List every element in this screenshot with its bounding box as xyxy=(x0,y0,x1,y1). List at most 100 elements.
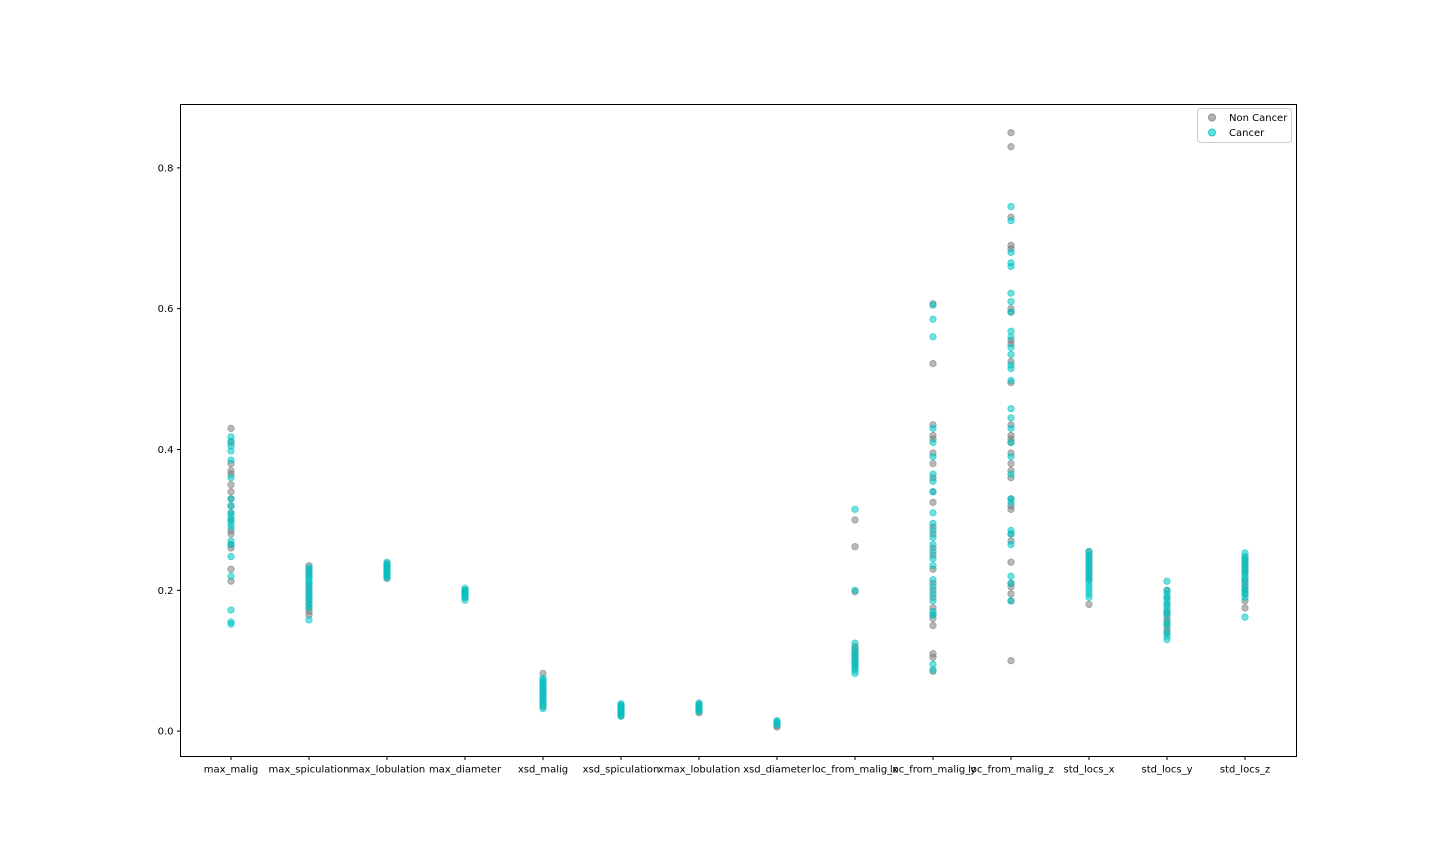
data-point xyxy=(929,498,937,506)
data-point xyxy=(929,452,937,461)
data-point xyxy=(929,477,937,485)
data-point xyxy=(929,488,937,496)
data-point xyxy=(1007,540,1015,549)
plot-frame xyxy=(180,104,1297,757)
data-point xyxy=(929,424,937,432)
data-point xyxy=(1163,611,1171,619)
x-tick-label: max_spiculation xyxy=(268,765,349,776)
data-point xyxy=(1007,308,1015,316)
x-tick-label: max_diameter xyxy=(429,765,502,776)
x-tick-label: loc_from_malig_y xyxy=(890,765,976,776)
data-point xyxy=(227,502,235,510)
data-point xyxy=(929,562,937,570)
data-point xyxy=(1007,376,1015,385)
legend-label-cancer: Cancer xyxy=(1229,128,1265,139)
data-point xyxy=(929,519,937,528)
data-point xyxy=(1007,129,1015,137)
data-point xyxy=(929,315,937,323)
data-point xyxy=(227,456,235,464)
points-layer xyxy=(227,129,1249,731)
data-point xyxy=(929,459,937,468)
data-point xyxy=(851,516,859,524)
data-point xyxy=(1163,621,1171,630)
data-point xyxy=(1007,364,1015,373)
legend-box xyxy=(1197,108,1292,143)
data-point xyxy=(305,604,313,612)
data-point xyxy=(1007,343,1015,352)
data-point xyxy=(1007,470,1015,478)
data-point xyxy=(929,583,937,591)
data-point xyxy=(1241,604,1249,612)
data-point xyxy=(227,424,235,432)
data-point xyxy=(851,586,859,594)
legend-label-non-cancer: Non Cancer xyxy=(1229,113,1288,124)
data-point xyxy=(461,596,469,604)
data-point xyxy=(1007,424,1015,432)
x-tick-label: max_malig xyxy=(204,765,259,776)
data-point xyxy=(383,574,391,582)
x-tick-label: xsd_diameter xyxy=(743,765,812,776)
series-non-cancer xyxy=(227,129,1249,731)
data-point xyxy=(929,548,937,556)
x-tick-label: loc_from_malig_x xyxy=(812,765,898,776)
data-point xyxy=(1007,505,1015,513)
y-tick-label: 0.0 xyxy=(158,727,174,738)
data-point xyxy=(227,530,235,538)
data-point xyxy=(1007,289,1015,297)
x-tick-label: xmax_lobulation xyxy=(658,765,740,776)
data-point xyxy=(851,505,859,513)
x-tick-label: xsd_spiculation xyxy=(583,765,660,776)
data-point xyxy=(227,552,235,561)
data-point xyxy=(227,495,235,503)
data-point xyxy=(1007,579,1015,587)
data-point xyxy=(929,470,937,478)
data-point xyxy=(929,526,937,535)
data-point xyxy=(1007,405,1015,413)
data-point xyxy=(929,540,937,549)
data-point xyxy=(539,705,547,713)
data-point xyxy=(929,590,937,598)
data-point xyxy=(1007,143,1015,151)
data-point xyxy=(227,481,235,489)
data-point xyxy=(227,572,235,580)
x-tick-label: std_locs_y xyxy=(1141,765,1192,776)
data-point xyxy=(1085,600,1093,609)
data-point xyxy=(617,712,625,720)
y-tick-label: 0.4 xyxy=(158,445,174,456)
data-point xyxy=(1007,262,1015,271)
data-point xyxy=(1007,459,1015,468)
data-point xyxy=(227,606,235,614)
data-point xyxy=(1007,350,1015,359)
data-point xyxy=(227,565,235,573)
data-point xyxy=(305,616,313,624)
data-point xyxy=(227,447,235,455)
data-point xyxy=(929,576,937,584)
data-point xyxy=(851,669,859,678)
data-point xyxy=(1163,636,1171,644)
x-tick-label: loc_from_malig_z xyxy=(968,765,1054,776)
data-point xyxy=(1241,593,1249,601)
data-point xyxy=(1007,558,1015,566)
data-point xyxy=(929,360,937,368)
data-point xyxy=(1007,590,1015,598)
data-point xyxy=(929,597,937,605)
data-point xyxy=(1007,572,1015,580)
data-point xyxy=(1007,217,1015,225)
legend-marker-non-cancer xyxy=(1208,113,1216,122)
data-point xyxy=(1007,597,1015,605)
data-point xyxy=(1007,414,1015,422)
y-tick-label: 0.6 xyxy=(158,304,174,315)
data-point xyxy=(227,488,235,496)
data-point xyxy=(1241,613,1249,621)
data-point xyxy=(929,301,937,309)
data-point xyxy=(929,611,937,619)
data-point xyxy=(227,620,235,628)
data-point xyxy=(929,653,937,661)
data-point xyxy=(1007,498,1015,506)
series-cancer xyxy=(227,202,1249,729)
data-point xyxy=(227,523,235,531)
data-point xyxy=(1007,248,1015,256)
data-point xyxy=(929,333,937,341)
x-tick-label: xsd_malig xyxy=(518,765,568,776)
data-point xyxy=(1007,657,1015,665)
